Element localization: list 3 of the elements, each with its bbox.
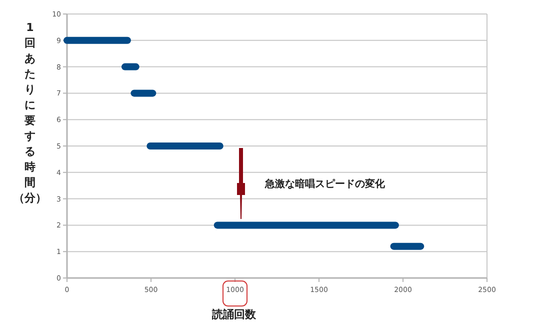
text: 1回あたりに要する時間（分） — [14, 20, 46, 204]
annotation: 急激な暗唱スピードの変化 — [264, 178, 386, 190]
x-axis-title: 読誦回数 — [211, 308, 257, 321]
